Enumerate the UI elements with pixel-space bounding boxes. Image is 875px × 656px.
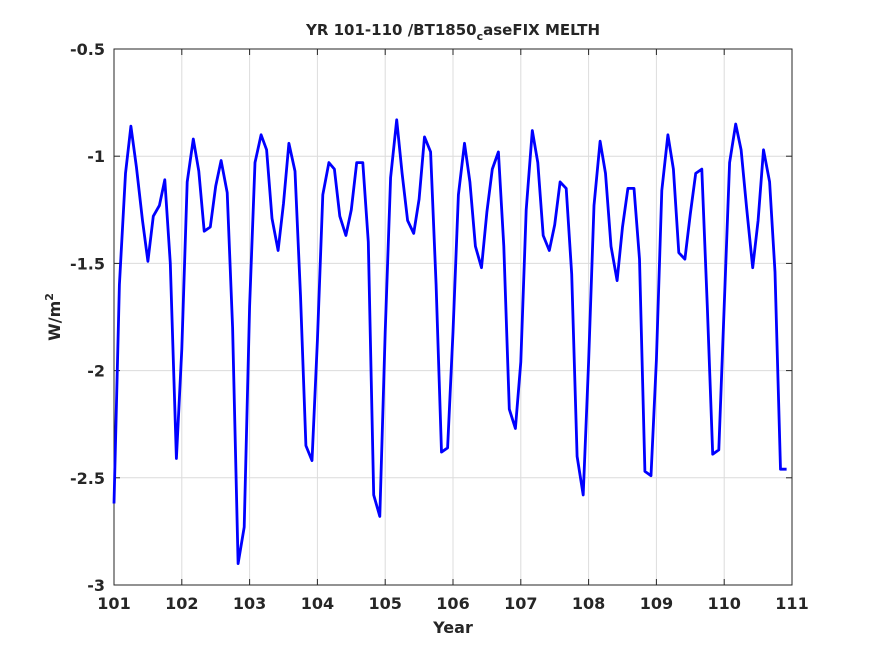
x-tick-label: 105 (368, 594, 401, 613)
x-tick-label: 108 (572, 594, 605, 613)
x-axis-label: Year (432, 618, 473, 637)
y-axis-label: W/m2 (43, 293, 64, 341)
x-axis-ticks: 101 102 103 104 105 106 107 108 109 110 111 (97, 49, 809, 613)
y-tick-label: -3 (87, 576, 105, 595)
series-line (112, 118, 787, 565)
x-tick-label: 109 (640, 594, 673, 613)
chart-title: YR 101-110 /BT1850caseFIX MELTH (305, 21, 600, 43)
y-tick-label: -0.5 (70, 40, 105, 59)
x-tick-label: 106 (436, 594, 469, 613)
y-axis-ticks: -0.5 -1 -1.5 -2 -2.5 -3 (70, 40, 792, 595)
y-tick-label: -1.5 (70, 254, 105, 273)
x-tick-label: 110 (707, 594, 740, 613)
x-tick-label: 101 (97, 594, 130, 613)
y-tick-label: -2 (87, 362, 105, 381)
y-tick-label: -2.5 (70, 469, 105, 488)
y-tick-label: -1 (87, 147, 105, 166)
x-tick-label: 107 (504, 594, 537, 613)
x-tick-label: 111 (775, 594, 808, 613)
x-tick-label: 102 (165, 594, 198, 613)
x-tick-label: 103 (233, 594, 266, 613)
x-tick-label: 104 (301, 594, 334, 613)
